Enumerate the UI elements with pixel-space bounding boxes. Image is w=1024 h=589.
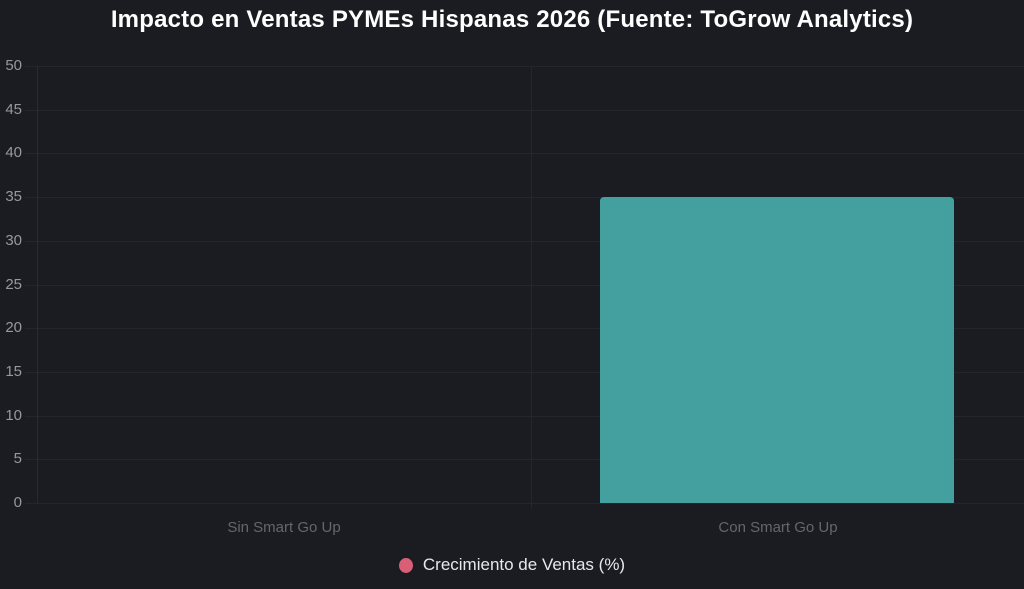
- y-tick-label-25: 25: [5, 276, 22, 293]
- chart-title: Impacto en Ventas PYMEs Hispanas 2026 (F…: [110, 6, 914, 33]
- gridline-y-0: [25, 503, 1024, 504]
- legend-item[interactable]: Crecimiento de Ventas (%): [0, 551, 1024, 579]
- y-tick-label-10: 10: [5, 407, 22, 424]
- y-tick-label-5: 5: [13, 450, 22, 467]
- gridline-y-25: [25, 285, 1024, 286]
- y-tick-label-45: 45: [5, 101, 22, 118]
- x-tick-label-con-smart-go-up: Con Smart Go Up: [718, 519, 838, 536]
- y-tick-label-50: 50: [5, 57, 22, 74]
- gridline-y-20: [25, 328, 1024, 329]
- gridline-x-1: [531, 66, 532, 509]
- x-tick-label-sin-smart-go-up: Sin Smart Go Up: [227, 519, 341, 536]
- bar-con-smart-go-up[interactable]: [600, 197, 954, 503]
- y-tick-label-35: 35: [5, 188, 22, 205]
- y-axis-line: [37, 66, 38, 503]
- gridline-y-35: [25, 197, 1024, 198]
- gridline-y-40: [25, 153, 1024, 154]
- gridline-y-50: [25, 66, 1024, 67]
- legend-label: Crecimiento de Ventas (%): [422, 555, 626, 574]
- gridline-y-45: [25, 110, 1024, 111]
- gridline-y-5: [25, 459, 1024, 460]
- legend-marker-icon: [398, 557, 413, 573]
- gridline-y-30: [25, 241, 1024, 242]
- y-tick-label-20: 20: [5, 319, 22, 336]
- gridline-y-10: [25, 416, 1024, 417]
- y-tick-label-0: 0: [13, 494, 22, 511]
- y-tick-label-15: 15: [5, 363, 22, 380]
- gridline-y-15: [25, 372, 1024, 373]
- y-tick-label-40: 40: [5, 144, 22, 161]
- y-tick-label-30: 30: [5, 232, 22, 249]
